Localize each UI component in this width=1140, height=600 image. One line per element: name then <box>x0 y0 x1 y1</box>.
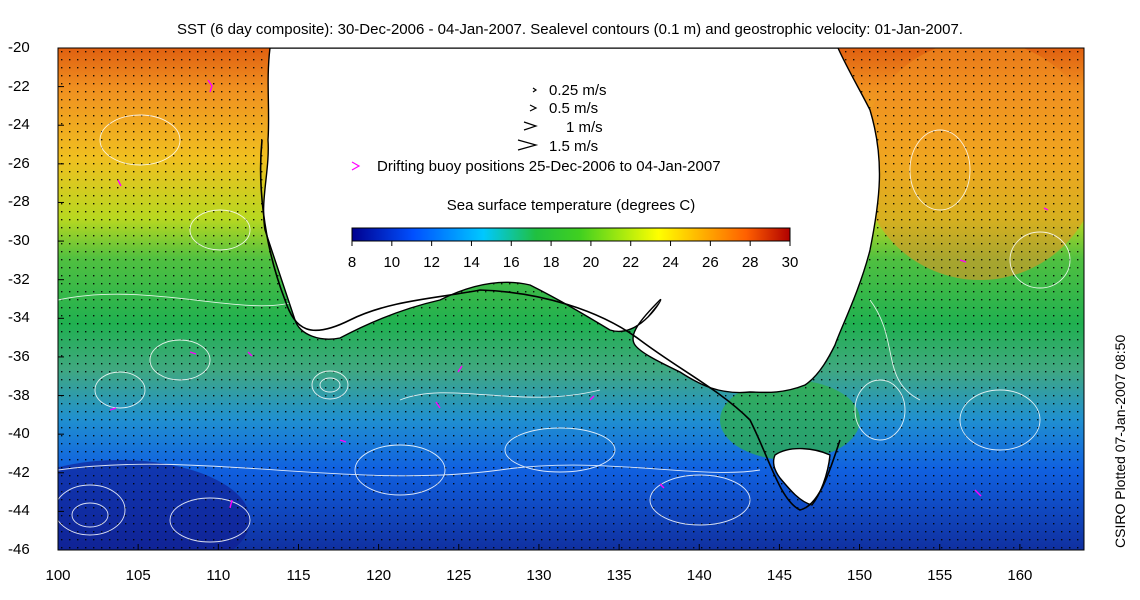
axis-ticks <box>57 47 1021 551</box>
shelf-edge-contour <box>259 139 841 511</box>
sealevel-contours <box>58 114 1071 543</box>
y-tick-label: -24 <box>8 116 30 134</box>
y-tick-label: -22 <box>8 77 30 95</box>
x-tick-label: 155 <box>927 567 953 584</box>
velocity-legend <box>351 87 539 171</box>
x-tick-label: 120 <box>366 567 392 584</box>
buoy-legend-marker <box>351 161 361 171</box>
colorbar-tick-label: 10 <box>383 254 401 271</box>
x-tick-label: 125 <box>446 567 472 584</box>
y-tick-label: -46 <box>8 541 30 558</box>
vector-legend-label-05: 0.5 m/s <box>549 100 599 117</box>
colorbar-tick-label: 26 <box>702 254 719 271</box>
colorbar-tick-label: 12 <box>423 254 440 271</box>
x-tick-label: 145 <box>766 567 792 584</box>
y-tick-label: -38 <box>8 386 30 404</box>
x-tick-label: 100 <box>45 567 71 584</box>
vector-arrow-15 <box>517 139 539 151</box>
y-tick-label: -42 <box>8 463 30 481</box>
vector-arrow-1 <box>523 121 538 131</box>
tasmania-island <box>772 447 831 506</box>
buoy-legend-label: Drifting buoy positions 25-Dec-2006 to 0… <box>377 158 721 175</box>
y-tick-label: -20 <box>8 39 30 56</box>
drifting-buoy-tracks <box>109 79 1049 509</box>
colorbar-tick-label: 28 <box>741 254 759 271</box>
vector-arrow-05 <box>529 104 538 112</box>
y-tick-label: -44 <box>8 502 30 520</box>
y-tick-label: -36 <box>8 347 30 365</box>
x-tick-label: 115 <box>286 567 311 584</box>
colorbar-ticks <box>351 241 791 246</box>
vector-legend-label-15: 1.5 m/s <box>549 138 599 155</box>
australia-landmass <box>262 48 881 394</box>
colorbar-tick-label: 24 <box>662 254 679 271</box>
x-tick-label: 140 <box>686 567 712 584</box>
plot-frame <box>57 47 1085 551</box>
y-tick-label: -34 <box>8 309 30 327</box>
colorbar-title: Sea surface temperature (degrees C) <box>446 197 696 214</box>
x-tick-label: 135 <box>606 567 632 584</box>
chart-title: SST (6 day composite): 30-Dec-2006 - 04-… <box>177 21 963 38</box>
x-tick-label: 130 <box>526 567 552 584</box>
colorbar-tick-label: 16 <box>502 254 520 271</box>
vector-legend-label-1: 1 m/s <box>566 119 603 136</box>
x-tick-label: 105 <box>125 567 151 584</box>
colorbar-tick-label: 30 <box>781 254 799 271</box>
y-tick-label: -26 <box>8 154 30 172</box>
y-tick-label: -32 <box>8 270 30 288</box>
x-tick-label: 110 <box>206 567 231 584</box>
x-tick-label: 150 <box>847 567 873 584</box>
colorbar-tick-label: 18 <box>542 254 560 271</box>
y-tick-label: -30 <box>8 232 30 250</box>
vector-legend-label-025: 0.25 m/s <box>549 82 607 99</box>
vector-arrow-025 <box>532 87 538 93</box>
colorbar-tick-label: 8 <box>347 254 357 271</box>
y-tick-label: -28 <box>8 193 30 211</box>
x-tick-label: 160 <box>1007 567 1033 584</box>
colorbar-tick-label: 22 <box>622 254 640 271</box>
colorbar <box>351 227 791 242</box>
colorbar-tick-label: 14 <box>463 254 480 271</box>
colorbar-tick-label: 20 <box>582 254 600 271</box>
y-tick-label: -40 <box>8 425 30 443</box>
plot-credit: CSIRO Plotted 07-Jan-2007 08:50 <box>1112 334 1128 548</box>
